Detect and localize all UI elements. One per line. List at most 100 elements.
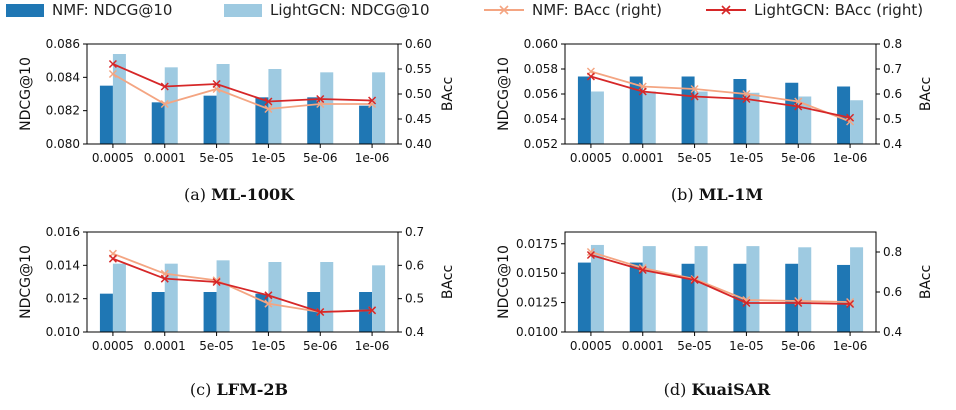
x-tick-label: 5e-05 [199,339,234,353]
right-tick-label: 0.6 [883,285,902,299]
bar-lightgcn-2 [216,260,230,332]
x-tick-label: 5e-06 [781,339,816,353]
marker-lightgcn-5 [368,96,377,105]
marker-nmf-3 [264,104,273,114]
left-tick-label: 0.0125 [516,296,558,310]
y-axis-right-label: BAcc [440,77,456,111]
marker-lightgcn-5 [368,306,377,315]
right-tick-label: 0.4 [883,137,902,151]
marker-lightgcn-2 [212,277,221,287]
line-lightgcn-bacc [590,254,851,305]
bar-nmf-5 [359,292,373,332]
caption-letter: (d) [663,380,687,399]
legend-label-lightgcn-bacc: LightGCN: BAcc (right) [754,1,924,19]
bar-nmf-1 [629,262,643,332]
x-tick-label: 0.0005 [570,339,612,353]
bar-lightgcn-0 [590,91,604,144]
bar-lightgcn-1 [164,263,178,332]
legend-swatch-lightgcn-bacc [706,5,746,15]
y-axis-label: NDCG@10 [18,57,34,131]
caption-ml-1m: (b) ML-1M [478,185,956,204]
x-tick-label: 1e-06 [833,151,868,165]
bar-lightgcn-1 [642,91,656,144]
right-tick-label: 0.40 [405,137,432,151]
left-tick-label: 0.056 [524,87,558,101]
bar-nmf-3 [255,97,269,144]
legend-item-nmf-ndcg: NMF: NDCG@10 [6,0,172,20]
right-tick-label: 0.6 [405,258,424,272]
caption-dataset-name: LFM-2B [216,380,289,399]
left-tick-label: 0.060 [524,37,558,51]
caption-letter: (c) [189,380,212,399]
left-tick-label: 0.0175 [516,237,558,251]
right-tick-label: 0.7 [883,62,902,76]
bar-lightgcn-3 [268,69,282,144]
plot-frame [564,43,877,145]
left-tick-label: 0.0150 [516,266,558,280]
x-tick-label: 1e-05 [729,339,764,353]
line-lightgcn-bacc [590,75,851,119]
left-tick-label: 0.082 [46,104,80,118]
plot-frame [86,231,399,333]
x-tick-label: 0.0001 [144,151,186,165]
bar-nmf-3 [733,79,747,144]
marker-lightgcn-0 [586,250,595,260]
left-tick-label: 0.014 [46,258,80,272]
bar-lightgcn-2 [694,91,708,144]
marker-lightgcn-0 [108,254,117,263]
legend-swatch-nmf-bacc [484,5,524,15]
marker-lightgcn-4 [316,307,325,317]
x-tick-label: 0.0001 [144,339,186,353]
chart-legend: NMF: NDCG@10 LightGCN: NDCG@10 NMF: BAcc… [0,0,956,22]
bar-nmf-3 [255,293,269,332]
marker-lightgcn-2 [690,92,699,101]
chart-svg: 0.0100 0.0125 0.0150 0.0175 0.4 0.6 0.8 0.0005 0… [496,231,934,353]
marker-lightgcn-0 [586,72,595,81]
x-tick-label: 5e-05 [677,151,712,165]
bar-lightgcn-5 [850,247,864,332]
bar-nmf-5 [359,105,373,144]
x-tick-label: 1e-05 [729,151,764,165]
bar-nmf-0 [99,85,113,144]
marker-lightgcn-2 [212,79,221,89]
chart-svg: 0.052 0.054 0.056 0.058 0.060 0.4 0.5 0.6 0.7 0.8… [496,37,934,165]
legend-item-lightgcn-bacc: LightGCN: BAcc (right) [706,0,923,20]
left-tick-label: 0.058 [524,62,558,76]
bar-lightgcn-3 [746,246,760,332]
bar-nmf-2 [681,263,695,332]
left-tick-label: 0.052 [524,137,558,151]
left-tick-label: 0.012 [46,292,80,306]
chart-panel-kuaisar: 0.0100 0.0125 0.0150 0.0175 0.4 0.6 0.8 0.0005 0… [478,218,956,410]
right-tick-label: 0.7 [405,225,424,239]
legend-label-nmf-bacc: NMF: BAcc (right) [532,1,662,19]
bar-nmf-4 [785,82,799,144]
caption-dataset-name: ML-100K [211,185,295,204]
marker-lightgcn-5 [846,113,855,122]
y-axis-right-label: BAcc [918,77,934,111]
bar-nmf-4 [307,97,321,144]
right-tick-label: 0.55 [405,62,432,76]
x-tick-label: 1e-05 [251,151,286,165]
left-tick-label: 0.080 [46,137,80,151]
marker-lightgcn-3 [264,291,273,300]
chart-svg: 0.080 0.082 0.084 0.086 0.40 0.45 0.50 0.55 0.60… [18,37,456,165]
x-tick-label: 1e-06 [355,151,390,165]
caption-lfm-2b: (c) LFM-2B [0,380,478,399]
caption-dataset-name: KuaiSAR [691,380,771,399]
bar-lightgcn-5 [372,72,386,144]
marker-nmf-5 [368,99,377,109]
line-nmf-bacc [112,73,373,110]
marker-lightgcn-4 [794,298,803,308]
bar-nmf-2 [203,292,217,332]
left-tick-label: 0.054 [524,112,558,126]
right-tick-label: 0.8 [883,245,902,259]
x-tick-label: 1e-06 [355,339,390,353]
marker-lightgcn-3 [742,298,751,308]
marker-nmf-1 [160,99,169,109]
marker-lightgcn-2 [690,275,699,285]
x-tick-label: 5e-05 [199,151,234,165]
marker-nmf-3 [264,299,273,308]
right-tick-label: 0.5 [883,112,902,126]
y-axis-right-label: BAcc [918,265,934,299]
line-lightgcn-bacc [112,63,373,103]
